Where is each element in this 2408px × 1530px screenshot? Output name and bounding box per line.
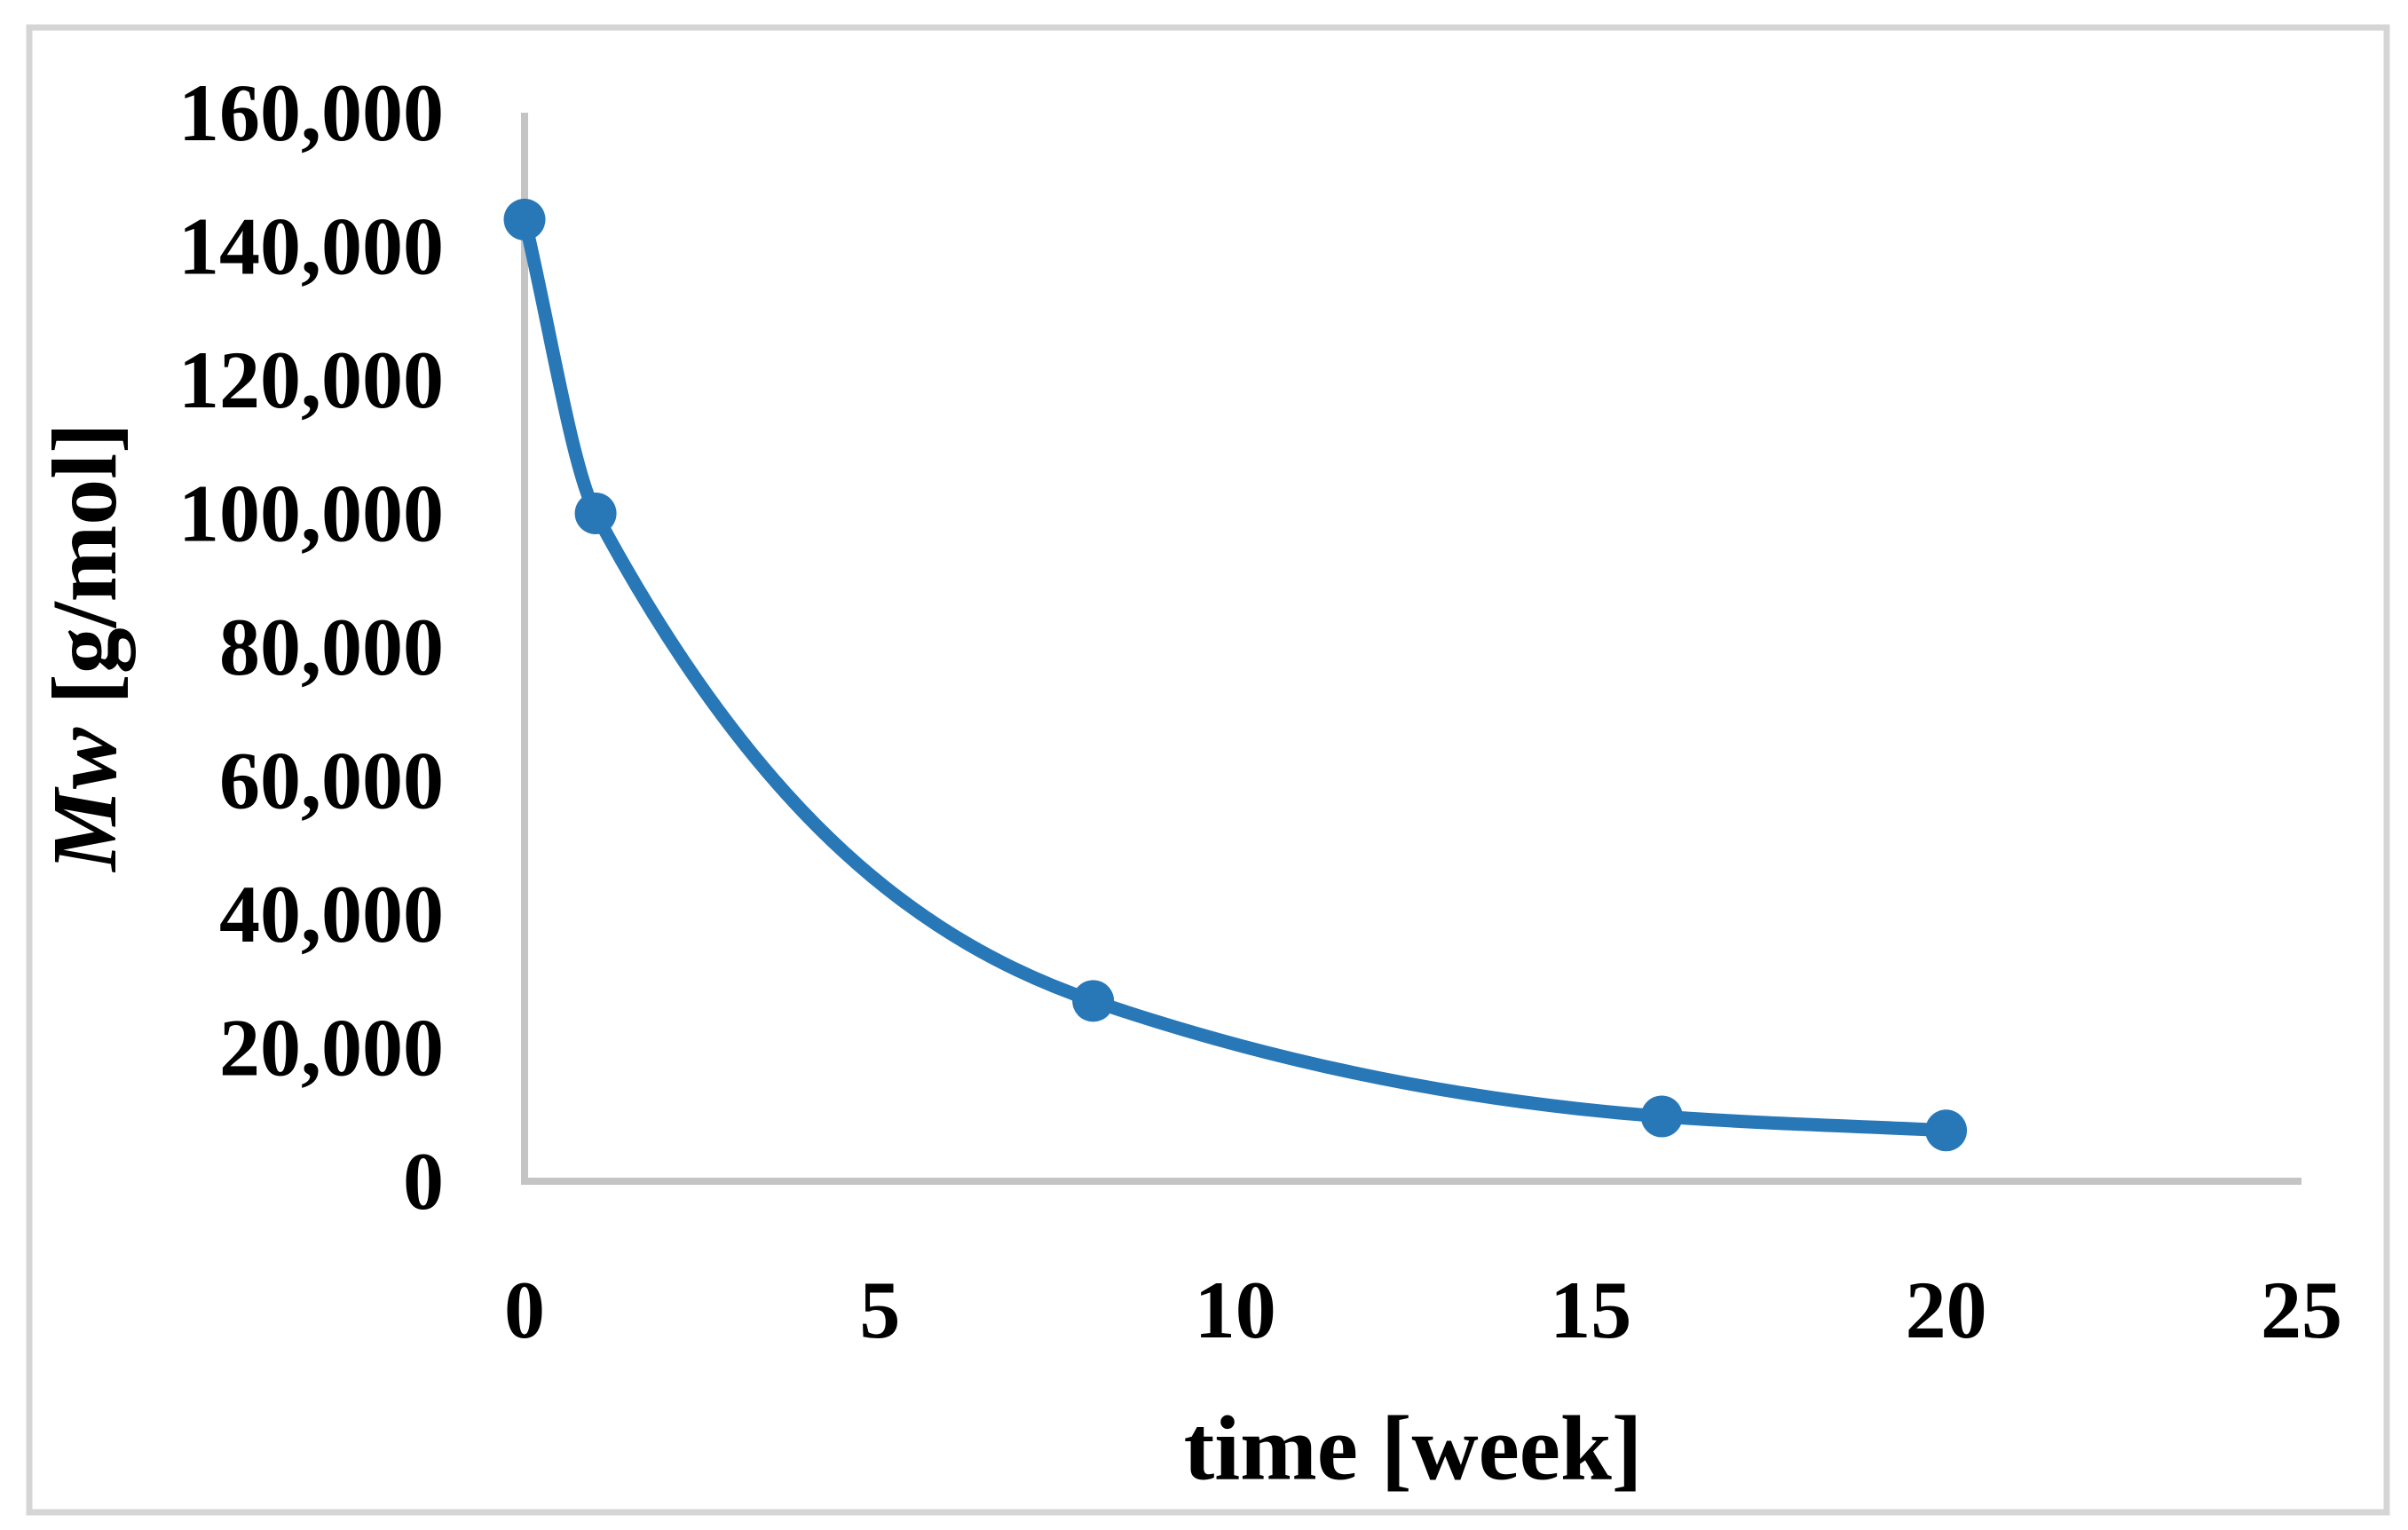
y-tick-label: 40,000 (219, 869, 444, 959)
series-markers (503, 198, 1968, 1152)
y-axis-tick-labels: 0 20,000 40,000 60,000 80,000 100,000 120,000 1… (178, 67, 444, 1226)
data-point-marker (503, 198, 546, 241)
data-point-marker (1925, 1109, 1968, 1152)
figure-border (26, 24, 2390, 1516)
data-point-marker (1640, 1095, 1683, 1138)
y-tick-label: 60,000 (219, 736, 444, 826)
y-axis-title-symbol: Mw (34, 727, 136, 872)
x-tick-label: 15 (1550, 1265, 1631, 1355)
y-tick-label: 100,000 (178, 469, 444, 559)
x-tick-label: 20 (1906, 1265, 1987, 1355)
y-axis-title: Mw [g/mol] (34, 422, 136, 873)
data-point-marker (1072, 980, 1115, 1022)
x-tick-label: 0 (504, 1265, 545, 1355)
x-axis-title: time [week] (1184, 1398, 1643, 1500)
y-tick-label: 140,000 (178, 201, 444, 292)
x-tick-label: 10 (1195, 1265, 1276, 1355)
y-tick-label: 120,000 (178, 335, 444, 425)
x-tick-label: 5 (859, 1265, 900, 1355)
x-tick-label: 25 (2261, 1265, 2342, 1355)
data-point-marker (574, 493, 617, 534)
y-tick-label: 0 (403, 1136, 444, 1226)
y-axis-title-unit: [g/mol] (34, 422, 136, 728)
x-axis-tick-labels: 0 5 10 15 20 25 (504, 1265, 2342, 1355)
y-tick-label: 20,000 (219, 1003, 444, 1093)
y-tick-label: 80,000 (219, 602, 444, 692)
series-line (517, 212, 1954, 1138)
y-tick-label: 160,000 (178, 67, 444, 158)
